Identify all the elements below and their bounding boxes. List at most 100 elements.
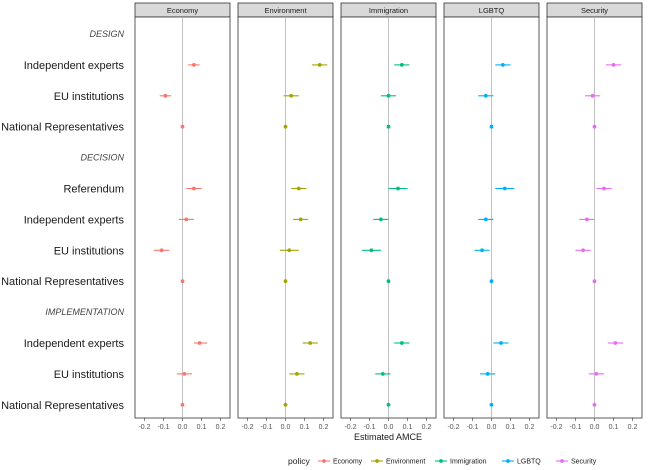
row-label: National Representatives <box>1 400 124 412</box>
legend-label: Immigration <box>450 459 487 466</box>
facet-title: Environment <box>264 6 307 15</box>
estimate-point <box>489 279 494 284</box>
estimate-point <box>283 402 288 407</box>
legend-key-point <box>560 459 564 463</box>
x-tick-label: 0.2 <box>628 424 638 431</box>
facet-title: Security <box>581 6 608 15</box>
x-tick-label: -0.1 <box>363 424 375 431</box>
row-label: EU institutions <box>54 369 125 381</box>
estimate-point <box>386 402 391 407</box>
x-tick-label: 0.1 <box>609 424 619 431</box>
x-tick-label: 0.0 <box>281 424 291 431</box>
facet-panel: Immigration -0.2 -0.1 0.0 0.1 0.2 <box>340 2 437 431</box>
estimate-point <box>585 217 589 222</box>
estimate-point <box>386 93 391 98</box>
facet-panel: Economy -0.2 -0.1 0.0 0.1 0.2 <box>134 2 231 431</box>
section-label: IMPLEMENTATION <box>45 307 124 317</box>
estimate-point <box>581 248 585 253</box>
row-label: Referendum <box>63 184 124 196</box>
legend-key-point <box>439 459 443 463</box>
estimate-point <box>590 93 595 98</box>
legend-key-point <box>506 459 510 463</box>
estimate-point <box>184 217 189 222</box>
row-label: EU institutions <box>54 91 125 103</box>
x-tick-label: -0.2 <box>344 424 356 431</box>
legend-title: policy <box>288 456 310 466</box>
x-tick-label: -0.1 <box>569 424 581 431</box>
estimate-point <box>192 186 196 191</box>
estimate-point <box>298 217 303 222</box>
x-tick-label: -0.2 <box>550 424 562 431</box>
estimate-point <box>613 341 618 345</box>
x-tick-label: 0.0 <box>487 424 497 431</box>
facet-title: Economy <box>167 6 199 15</box>
x-tick-label: 0.1 <box>403 424 413 431</box>
facet-title: Immigration <box>369 6 408 15</box>
estimate-point <box>399 63 404 67</box>
legend-item: Environment <box>371 459 425 466</box>
section-label: DESIGN <box>89 29 124 39</box>
estimate-point <box>369 248 374 253</box>
estimate-point <box>396 186 400 191</box>
estimate-point <box>283 279 288 284</box>
estimate-point <box>592 124 597 129</box>
row-label: Independent experts <box>24 60 125 72</box>
estimate-point <box>308 341 313 345</box>
row-labels: DESIGN Independent experts EU institutions… <box>1 29 124 412</box>
x-tick-label: 0.2 <box>422 424 432 431</box>
x-tick-label: 0.0 <box>178 424 188 431</box>
estimate-point <box>386 124 391 129</box>
legend-label: Environment <box>386 459 425 466</box>
estimate-point <box>592 279 597 284</box>
estimate-point <box>499 341 503 345</box>
estimate-point <box>379 217 383 222</box>
estimate-point <box>180 124 185 129</box>
estimate-point <box>602 186 606 191</box>
facet-panel: LGBTQ -0.2 -0.1 0.0 0.1 0.2 <box>443 2 540 431</box>
x-tick-label: 0.0 <box>384 424 394 431</box>
legend-item: Immigration <box>435 459 487 466</box>
row-label: National Representatives <box>1 122 124 134</box>
estimate-point <box>483 217 488 222</box>
x-tick-label: 0.1 <box>506 424 516 431</box>
estimate-point <box>317 63 322 67</box>
legend-item: LGBTQ <box>502 459 541 466</box>
estimate-point <box>295 372 299 376</box>
legend-key-point <box>322 459 326 463</box>
estimate-point <box>180 279 185 284</box>
facet-panel: Security -0.2 -0.1 0.0 0.1 0.2 <box>546 2 643 431</box>
estimate-point <box>502 186 507 191</box>
legend-label: Security <box>571 459 597 466</box>
x-tick-label: 0.2 <box>319 424 329 431</box>
legend: policy Economy Environment Immigration LGBT… <box>288 456 597 466</box>
x-tick-label: -0.2 <box>241 424 253 431</box>
row-label: Independent experts <box>24 338 125 350</box>
legend-label: Economy <box>333 459 363 466</box>
estimate-point <box>501 63 505 67</box>
section-label: DECISION <box>80 153 124 163</box>
facet-panel: Environment -0.2 -0.1 0.0 0.1 0.2 <box>237 2 334 431</box>
estimate-point <box>296 186 301 191</box>
estimate-point <box>159 248 164 253</box>
estimate-point <box>180 402 185 407</box>
x-tick-label: 0.1 <box>197 424 207 431</box>
x-tick-label: 0.1 <box>300 424 310 431</box>
estimate-point <box>489 402 494 407</box>
estimate-point <box>594 372 599 376</box>
x-axis-title: Estimated AMCE <box>354 432 422 442</box>
estimate-point <box>287 248 292 253</box>
estimate-point <box>283 124 288 129</box>
estimate-point <box>611 63 616 67</box>
facet-title: LGBTQ <box>479 6 505 15</box>
estimate-point <box>182 372 187 376</box>
x-tick-label: -0.1 <box>466 424 478 431</box>
estimate-point <box>386 279 391 284</box>
x-tick-label: -0.2 <box>447 424 459 431</box>
facet-panels: Economy-0.2 -0.1 0.0 0.1 0.2Environment-0.2-… <box>134 2 643 431</box>
x-tick-label: 0.2 <box>525 424 535 431</box>
legend-item: Security <box>556 459 597 466</box>
x-tick-label: 0.0 <box>590 424 600 431</box>
estimate-point <box>483 93 488 98</box>
estimate-point <box>489 124 494 129</box>
